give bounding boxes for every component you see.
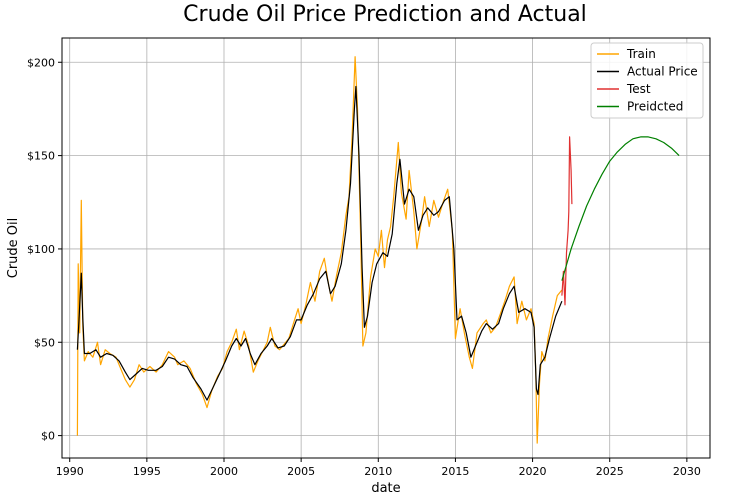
- series-line-train: [76, 56, 563, 444]
- legend-label: Train: [626, 47, 656, 61]
- x-tick-label: 2000: [210, 465, 238, 478]
- y-tick-label: $100: [27, 243, 55, 256]
- plot-frame: [61, 37, 711, 459]
- x-axis-label: date: [371, 481, 400, 496]
- legend: Train Actual Price Test Preidcted: [590, 42, 704, 119]
- y-axis-label: Crude Oil: [6, 218, 21, 279]
- x-tick-label: 2020: [519, 465, 547, 478]
- series-line-test: [561, 136, 573, 306]
- x-tick-label: 2005: [287, 465, 315, 478]
- x-tick-label: 2010: [364, 465, 392, 478]
- legend-label: Actual Price: [627, 65, 698, 79]
- x-tick-label: 1990: [56, 465, 84, 478]
- x-tick-label: 2025: [596, 465, 624, 478]
- series-lines: [76, 56, 680, 444]
- axis-ticks: 1990 1995 2000 2005 2010 2015 2020 2025 2030 $0 $5…: [27, 56, 701, 478]
- legend-label: Test: [626, 82, 651, 96]
- x-tick-label: 2015: [441, 465, 469, 478]
- y-tick-label: $50: [34, 336, 55, 349]
- x-tick-label: 1995: [133, 465, 161, 478]
- x-tick-label: 2030: [673, 465, 701, 478]
- y-tick-label: $0: [41, 430, 55, 443]
- series-line-preidcted: [561, 136, 680, 281]
- series-line-actual-price: [76, 85, 563, 401]
- y-tick-label: $150: [27, 150, 55, 163]
- legend-box: [590, 42, 704, 119]
- chart-title: Crude Oil Price Prediction and Actual: [183, 2, 587, 27]
- y-tick-label: $200: [27, 56, 55, 69]
- legend-label: Preidcted: [627, 100, 683, 114]
